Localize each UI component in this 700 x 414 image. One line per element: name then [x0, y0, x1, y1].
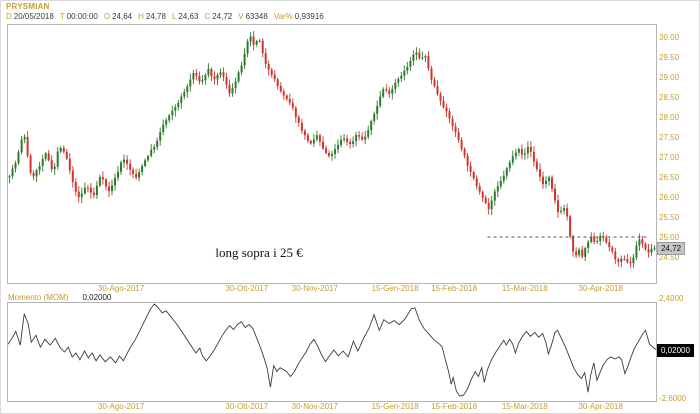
date-axis-label: 30-Ott-2017 [225, 284, 269, 293]
momentum-axis-max: 2,4000 [659, 294, 684, 303]
ohlc-field-label: Var% [273, 12, 293, 21]
price-axis-label: 25.50 [659, 213, 680, 222]
ohlc-field-label: D [6, 12, 12, 21]
momentum-header: Momento (MOM) 0,02000 [8, 293, 111, 302]
ohlc-field-label: L [171, 12, 177, 21]
ohlc-field-value: 24,72 [212, 12, 233, 21]
ohlc-field-value: 0,93916 [294, 12, 324, 21]
ohlc-field-value: 00:00:00 [66, 12, 98, 21]
date-axis-label: 15-Mar-2018 [501, 402, 548, 411]
indicator-name: Momento (MOM) [8, 293, 69, 302]
chart-annotation-text[interactable]: long sopra i 25 € [215, 245, 303, 260]
ohlc-field: L 24,63 [172, 12, 198, 21]
ohlc-field-value: 24,63 [178, 12, 199, 21]
momentum-axis-min: -2,6000 [659, 394, 687, 403]
price-axis-label: 27.00 [659, 153, 680, 162]
price-axis-label: 28.50 [659, 93, 680, 102]
price-axis-label: 26.50 [659, 173, 680, 182]
ohlc-header: D 20/05/2018 T 00:00:00 O 24,64 H 24,78 L 24,63 C 2… [6, 12, 324, 21]
price-axis-label: 29.50 [659, 53, 680, 62]
ohlc-field: C 24,72 [204, 12, 232, 21]
ohlc-field-label: T [59, 12, 65, 21]
price-axis-label: 27.50 [659, 133, 680, 142]
date-axis-label: 30-Ago-2017 [97, 284, 145, 293]
momentum-value-badge: 0,02000 [657, 343, 694, 357]
ohlc-field: V 63348 [238, 12, 268, 21]
date-axis-label: 30-Nov-2017 [291, 402, 338, 411]
ohlc-field-label: V [238, 12, 244, 21]
date-axis-label: 30-Apr-2018 [578, 284, 623, 293]
date-axis-label: 15-Gen-2018 [371, 402, 419, 411]
candles-layer [8, 31, 656, 269]
price-axis-label: 26.00 [659, 193, 680, 202]
ohlc-field-label: H [138, 12, 144, 21]
indicator-value: 0,02000 [82, 293, 112, 302]
ohlc-field: Var% 0,93916 [274, 12, 324, 21]
ohlc-field: H 24,78 [138, 12, 166, 21]
date-axis-label: 30-Ago-2017 [97, 402, 145, 411]
momentum-line [8, 303, 656, 397]
ohlc-field: O 24,64 [104, 12, 132, 21]
date-axis-label: 15-Feb-2018 [431, 284, 478, 293]
candlestick-canvas[interactable] [8, 25, 656, 283]
ohlc-field-value: 24,78 [145, 12, 166, 21]
ohlc-field: T 00:00:00 [60, 12, 98, 21]
ohlc-field-label: O [103, 12, 111, 21]
momentum-canvas[interactable] [8, 303, 656, 401]
price-axis-label: 24.50 [659, 253, 680, 262]
momentum-pane[interactable] [7, 302, 657, 402]
price-axis-label: 25.00 [659, 233, 680, 242]
last-price-badge: 24,72 [657, 242, 686, 256]
date-axis-label: 15-Gen-2018 [371, 284, 419, 293]
price-chart-pane[interactable]: long sopra i 25 € [7, 24, 657, 284]
date-axis-label: 30-Nov-2017 [291, 284, 338, 293]
ohlc-field-value: 24,64 [112, 12, 133, 21]
ohlc-field-value: 20/05/2018 [13, 12, 54, 21]
ohlc-field-value: 63348 [245, 12, 268, 21]
price-axis-label: 30.00 [659, 33, 680, 42]
instrument-symbol: PRYSMIAN [6, 2, 50, 11]
date-axis-label: 30-Ott-2017 [225, 402, 269, 411]
ohlc-field: D 20/05/2018 [6, 12, 54, 21]
ohlc-field-label: C [204, 12, 211, 21]
price-axis-label: 29.00 [659, 73, 680, 82]
date-axis-label: 30-Apr-2018 [578, 402, 623, 411]
date-axis-label: 15-Mar-2018 [501, 284, 548, 293]
price-axis-label: 28.00 [659, 113, 680, 122]
date-axis-label: 15-Feb-2018 [431, 402, 478, 411]
